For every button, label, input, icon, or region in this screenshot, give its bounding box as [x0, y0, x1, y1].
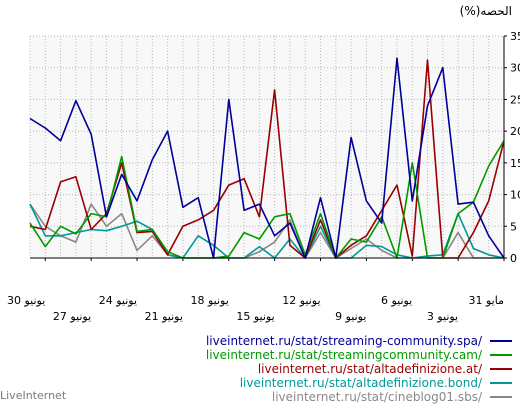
- legend-swatch: [490, 396, 512, 398]
- y-tick-label: 20: [510, 125, 520, 138]
- series-line-3: [29, 203, 505, 259]
- legend-label[interactable]: liveinternet.ru/stat/altadefinizione.bon…: [239, 376, 482, 390]
- legend-label[interactable]: liveinternet.ru/stat/altadefinizione.at/: [257, 362, 482, 376]
- x-tick-label: 6 يونيو: [381, 294, 412, 307]
- x-tick-label: 24 يونيو: [99, 294, 137, 307]
- y-tick-label: 0: [510, 252, 517, 265]
- y-axis-label: (%)الحصه: [460, 4, 512, 18]
- x-tick-label: 9 يونيو: [335, 310, 366, 323]
- legend-item-cineblog01-sbs[interactable]: liveinternet.ru/stat/cineblog01.sbs/: [272, 389, 512, 405]
- brand-label: LiveInternet: [0, 389, 67, 402]
- legend-label[interactable]: liveinternet.ru/stat/streamingcommunity.…: [205, 348, 482, 362]
- x-tick-label: 27 يونيو: [53, 310, 91, 323]
- legend-label[interactable]: liveinternet.ru/stat/streaming-community…: [205, 334, 482, 348]
- legend-swatch: [490, 382, 512, 384]
- x-tick-label: 31 مايو: [469, 294, 505, 307]
- share-line-chart: (%)الحصه 0 5 10 15 20 25 30 35 31 مايو 6 يونيو 12…: [7, 4, 520, 323]
- x-tick-label: 18 يونيو: [190, 294, 228, 307]
- y-tick-label: 10: [510, 189, 520, 202]
- legend-swatch: [490, 354, 512, 356]
- x-tick-label: 30 يونيو: [7, 294, 45, 307]
- x-tick-label: 3 يونيو: [427, 310, 458, 323]
- legend-item-altadefinizione-at[interactable]: liveinternet.ru/stat/altadefinizione.at/: [258, 361, 512, 377]
- series-line-1: [29, 140, 505, 259]
- y-tick-label: 15: [510, 157, 520, 170]
- y-tick-label: 5: [510, 220, 517, 233]
- x-tick-label: 15 يونيو: [236, 310, 274, 323]
- y-tick-label: 35: [510, 30, 520, 43]
- legend-item-streamingcommunity-cam[interactable]: liveinternet.ru/stat/streamingcommunity.…: [206, 347, 512, 363]
- legend-swatch: [490, 340, 512, 342]
- legend-swatch: [490, 368, 512, 370]
- series-line-0: [29, 57, 505, 259]
- x-tick-label: 21 يونيو: [145, 310, 183, 323]
- legend-item-streaming-community-spa[interactable]: liveinternet.ru/stat/streaming-community…: [206, 333, 512, 349]
- legend-item-altadefinizione-bond[interactable]: liveinternet.ru/stat/altadefinizione.bon…: [240, 375, 512, 391]
- y-tick-label: 30: [510, 62, 520, 75]
- x-tick-label: 12 يونيو: [282, 294, 320, 307]
- y-axis-ticks: 0 5 10 15 20 25 30 35: [504, 30, 520, 265]
- y-tick-label: 25: [510, 93, 520, 106]
- x-axis-ticks: 31 مايو 6 يونيو 12 يونيو 18 يونيو 24 يونيو 30…: [7, 258, 505, 323]
- legend-label[interactable]: liveinternet.ru/stat/cineblog01.sbs/: [271, 390, 482, 404]
